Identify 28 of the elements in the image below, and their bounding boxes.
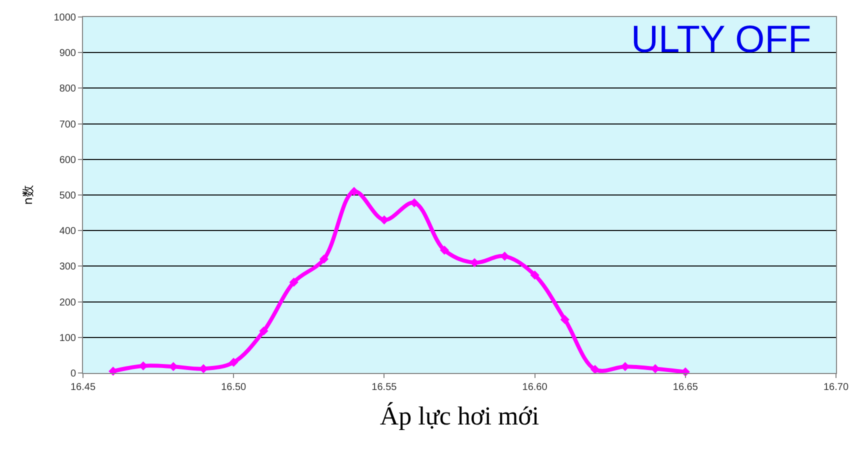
annotation: ULTY OFF [631,19,812,61]
y-tick-label: 200 [59,297,76,308]
x-axis-title: Áp lực hơi mới [380,402,540,431]
point [259,326,268,336]
y-tick-label: 1000 [54,12,76,24]
point [289,278,298,287]
point [530,270,540,280]
point [229,358,238,367]
y-axis-title: n数 [21,185,36,205]
y-tick-label: 900 [59,48,76,60]
x-tick-label: 16.45 [70,382,96,393]
point [319,254,329,264]
x-tick-label: 16.50 [221,382,247,393]
x-tick-label: 16.65 [672,382,698,393]
y-tick-label: 800 [59,84,76,95]
y-tick-label: 400 [59,226,76,238]
x-tick-label: 16.60 [522,382,548,393]
y-tick-label: 0 [70,368,76,380]
y-tick-label: 100 [59,332,76,344]
point [440,246,449,255]
y-tick-label: 600 [59,154,76,166]
y-tick-label: 300 [59,262,76,273]
y-tick-label: 700 [59,119,76,130]
x-tick-label: 16.70 [823,382,849,393]
x-tick-label: 16.55 [372,382,398,393]
point [590,364,600,374]
point [560,315,570,324]
y-tick-label: 500 [59,190,76,202]
